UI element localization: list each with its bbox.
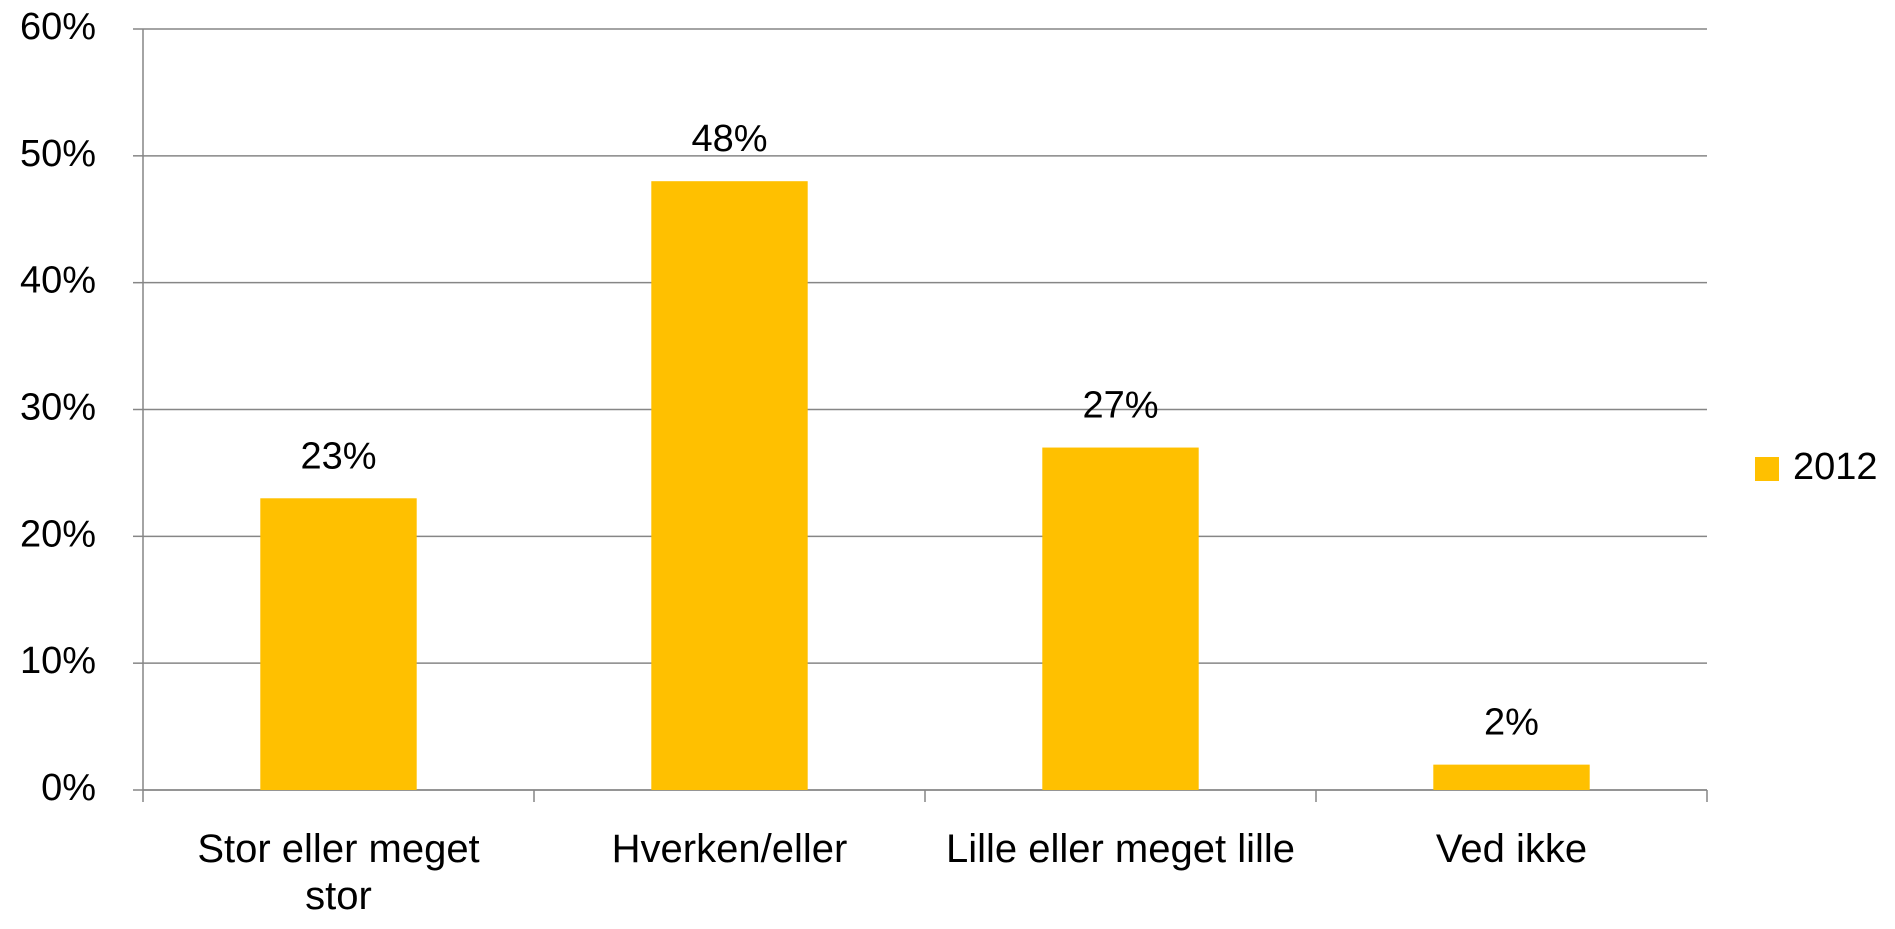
x-tick-label: Stor eller meget stor (197, 827, 480, 918)
data-label: 27% (1082, 385, 1158, 427)
y-tick-label: 30% (20, 387, 96, 429)
bar (651, 181, 808, 790)
data-label: 23% (300, 435, 376, 477)
legend-label: 2012 (1793, 446, 1878, 488)
y-tick-label: 10% (20, 640, 96, 682)
x-tick-label: Hverken/eller (611, 827, 848, 871)
data-label: 48% (691, 118, 767, 160)
y-tick-label: 60% (20, 6, 96, 48)
bar (1042, 447, 1199, 790)
y-tick-label: 0% (41, 767, 96, 809)
data-label: 2% (1484, 702, 1539, 744)
y-tick-label: 40% (20, 260, 96, 302)
y-tick-label: 50% (20, 133, 96, 175)
x-tick-label: Ved ikke (1435, 827, 1588, 871)
legend-swatch (1755, 457, 1779, 481)
y-tick-label: 20% (20, 513, 96, 555)
bar (260, 498, 417, 790)
x-tick-label: Lille eller meget lille (945, 827, 1296, 871)
bar (1433, 764, 1590, 790)
